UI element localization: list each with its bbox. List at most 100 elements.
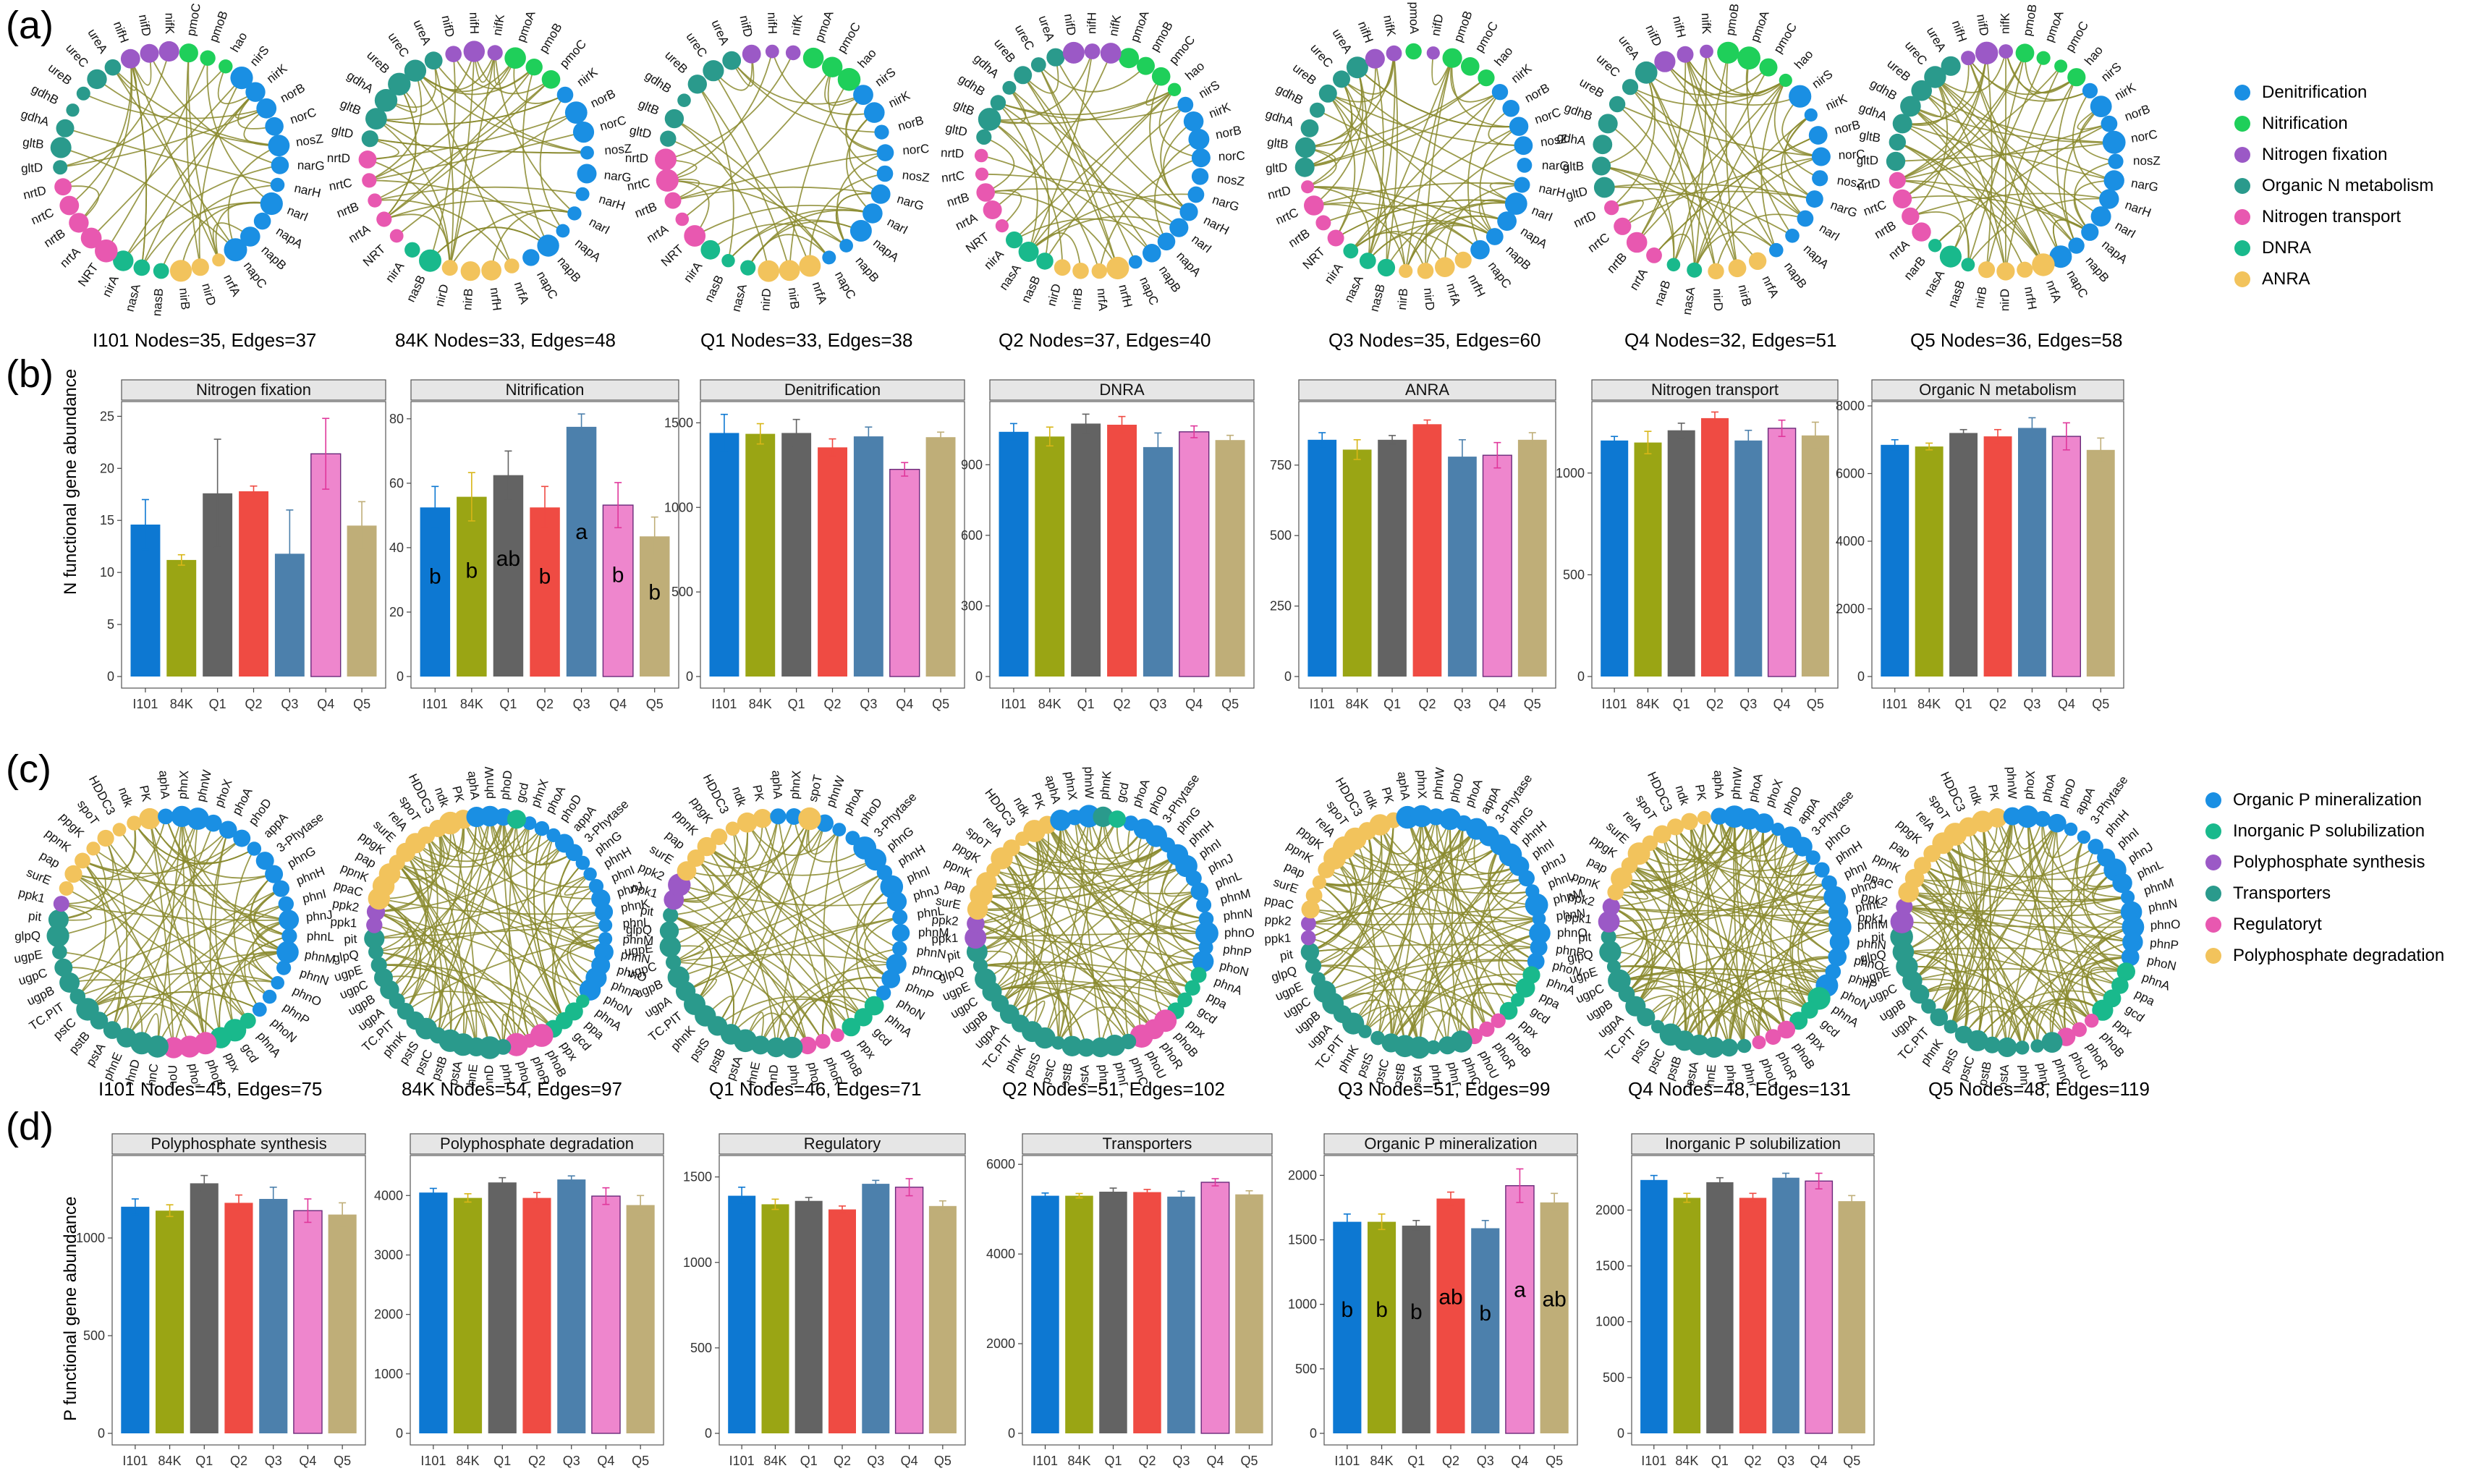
network-edge	[829, 998, 864, 1036]
network-node	[1006, 231, 1023, 249]
network-edge	[1033, 830, 1199, 976]
bar	[166, 559, 197, 677]
network-edge	[980, 964, 1038, 1032]
network-node	[1157, 232, 1176, 251]
network-node	[2122, 915, 2145, 938]
network-edge	[1934, 77, 2006, 272]
network-node	[1805, 850, 1821, 865]
p-network-0: phoXphoAphoDappA3-PhytasephnGphnHphnIphn…	[13, 768, 336, 1085]
network-node-label: nrtD	[22, 183, 48, 202]
x-tick-label: Q1	[1955, 697, 1972, 711]
network-node-label: nrtC	[29, 205, 56, 227]
y-tick-label: 500	[1270, 528, 1292, 543]
x-tick-label: Q1	[788, 697, 805, 711]
bar	[224, 1203, 253, 1433]
network-edge	[1604, 182, 1815, 200]
legend-swatch-icon	[2234, 115, 2250, 132]
bar	[591, 1195, 621, 1434]
network-node-label: gdhB	[1273, 82, 1305, 107]
x-tick-label: Q3	[1777, 1454, 1794, 1468]
n-legend-item: Nitrification	[2234, 108, 2433, 139]
y-tick-label: 2000	[986, 1336, 1015, 1351]
facet-title: Nitrogen fixation	[196, 381, 311, 399]
network-edge	[376, 951, 478, 1048]
network-node	[1687, 262, 1703, 278]
network-node-label: ureA	[1035, 14, 1057, 43]
p-legend-item: Inorganic P solubilization	[2205, 815, 2444, 847]
network-edge	[383, 975, 452, 1041]
network-node-label: nifK	[491, 13, 507, 37]
network-node	[976, 183, 995, 202]
network-node	[975, 167, 989, 181]
network-edges	[980, 51, 1202, 271]
network-node-label: nrfH	[2022, 286, 2039, 311]
network-node-label: phnN	[1223, 906, 1254, 923]
network-node-label: napA	[274, 224, 305, 252]
network-node	[116, 1027, 137, 1048]
network-edge	[1743, 1010, 1774, 1046]
network-node	[1635, 61, 1658, 84]
network-node	[832, 823, 847, 836]
network-edge	[1903, 816, 2028, 953]
network-node-label: phnM	[304, 948, 336, 967]
network-edge	[63, 185, 100, 224]
network-edge	[2064, 106, 2102, 246]
network-edges	[59, 51, 281, 271]
network-edge	[425, 1001, 554, 1030]
network-edge	[1661, 834, 1730, 1048]
network-edge	[1165, 946, 1206, 1001]
network-edge	[1308, 923, 1449, 1046]
network-node	[864, 849, 887, 871]
network-node-label: norC	[902, 142, 930, 158]
network-node	[1930, 1008, 1949, 1027]
network-node-label: glpQ	[626, 923, 652, 937]
network-edge	[1366, 815, 1423, 855]
network-node	[463, 41, 485, 62]
network-node	[247, 841, 262, 856]
network-node-label: norC	[598, 113, 628, 133]
network-edge	[1908, 891, 2127, 972]
network-node	[874, 124, 889, 140]
network-node	[580, 145, 594, 160]
network-node-label: ndk	[1673, 784, 1692, 807]
network-node	[572, 122, 595, 143]
network-edge	[1027, 51, 1093, 253]
bar	[1471, 1228, 1500, 1433]
network-edge	[1038, 64, 1119, 268]
facet-title: Nitrogen transport	[1651, 381, 1779, 399]
network-edge	[1698, 926, 1841, 1046]
legend-label: Transporters	[2233, 883, 2331, 903]
network-edge	[1124, 836, 1157, 1042]
network-node-label: phnE	[1703, 1064, 1718, 1085]
x-tick-label: 84K	[1346, 697, 1369, 711]
network-node	[2034, 810, 2051, 827]
n-network-caption-84k: 84K Nodes=33, Edges=48	[395, 329, 616, 351]
network-edge	[69, 979, 221, 1038]
network-edge	[1784, 114, 1815, 200]
network-node	[677, 93, 691, 107]
network-node	[853, 85, 873, 105]
network-node-label: norB	[588, 87, 618, 111]
p-network-2: phnWphoAphoD3-PhytasephnGphnHphnIphnJphn…	[624, 770, 949, 1085]
network-node-label: phnJ	[305, 908, 334, 925]
n-network-1: pmoApmoBpmoCnirKnorBnorCnosZnarGnarHnarI…	[327, 9, 632, 312]
network-edge	[415, 67, 535, 96]
bar	[1378, 439, 1407, 677]
network-edge	[205, 873, 275, 1043]
network-edge	[1942, 842, 2023, 1048]
x-tick-label: Q4	[1185, 697, 1203, 711]
network-node-label: nasA	[1921, 267, 1947, 299]
network-node	[766, 1037, 787, 1058]
network-edge	[1713, 828, 1779, 1048]
network-node	[2103, 170, 2124, 191]
network-node-label: phnN	[1556, 906, 1587, 923]
network-node-label: narI	[1189, 232, 1214, 256]
network-node-label: nirA	[383, 259, 407, 285]
network-node	[2072, 1022, 2087, 1038]
network-node	[1681, 813, 1698, 831]
network-edge	[978, 881, 1013, 912]
network-edge	[63, 818, 199, 969]
network-edge	[1308, 918, 1540, 925]
network-node-label: NRT	[658, 242, 686, 269]
